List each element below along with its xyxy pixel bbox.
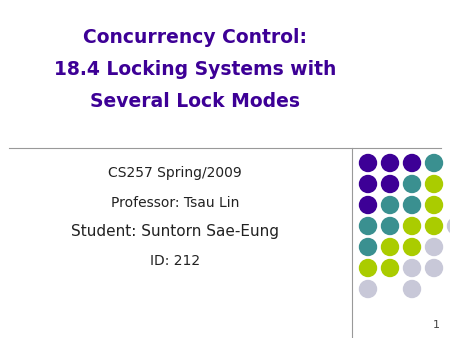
- Circle shape: [382, 154, 399, 171]
- Circle shape: [360, 281, 377, 297]
- Text: Professor: Tsau Lin: Professor: Tsau Lin: [111, 196, 239, 210]
- Circle shape: [426, 239, 442, 256]
- Text: 1: 1: [433, 320, 440, 330]
- Circle shape: [404, 217, 420, 235]
- Circle shape: [404, 239, 420, 256]
- Circle shape: [426, 217, 442, 235]
- Circle shape: [447, 217, 450, 235]
- Circle shape: [404, 154, 420, 171]
- Circle shape: [404, 281, 420, 297]
- Circle shape: [360, 196, 377, 214]
- Text: Concurrency Control:: Concurrency Control:: [83, 28, 307, 47]
- Text: ID: 212: ID: 212: [150, 254, 200, 268]
- Circle shape: [382, 260, 399, 276]
- Circle shape: [382, 239, 399, 256]
- Circle shape: [426, 196, 442, 214]
- Circle shape: [426, 260, 442, 276]
- Circle shape: [426, 154, 442, 171]
- Circle shape: [404, 196, 420, 214]
- Text: Several Lock Modes: Several Lock Modes: [90, 92, 300, 111]
- Circle shape: [360, 175, 377, 193]
- Text: 18.4 Locking Systems with: 18.4 Locking Systems with: [54, 60, 336, 79]
- Text: CS257 Spring/2009: CS257 Spring/2009: [108, 166, 242, 180]
- Circle shape: [360, 217, 377, 235]
- Circle shape: [360, 154, 377, 171]
- Circle shape: [382, 196, 399, 214]
- Circle shape: [382, 175, 399, 193]
- Circle shape: [382, 217, 399, 235]
- Text: Student: Suntorn Sae-Eung: Student: Suntorn Sae-Eung: [71, 224, 279, 239]
- Circle shape: [404, 260, 420, 276]
- Circle shape: [426, 175, 442, 193]
- Circle shape: [404, 175, 420, 193]
- Circle shape: [360, 260, 377, 276]
- Circle shape: [360, 239, 377, 256]
